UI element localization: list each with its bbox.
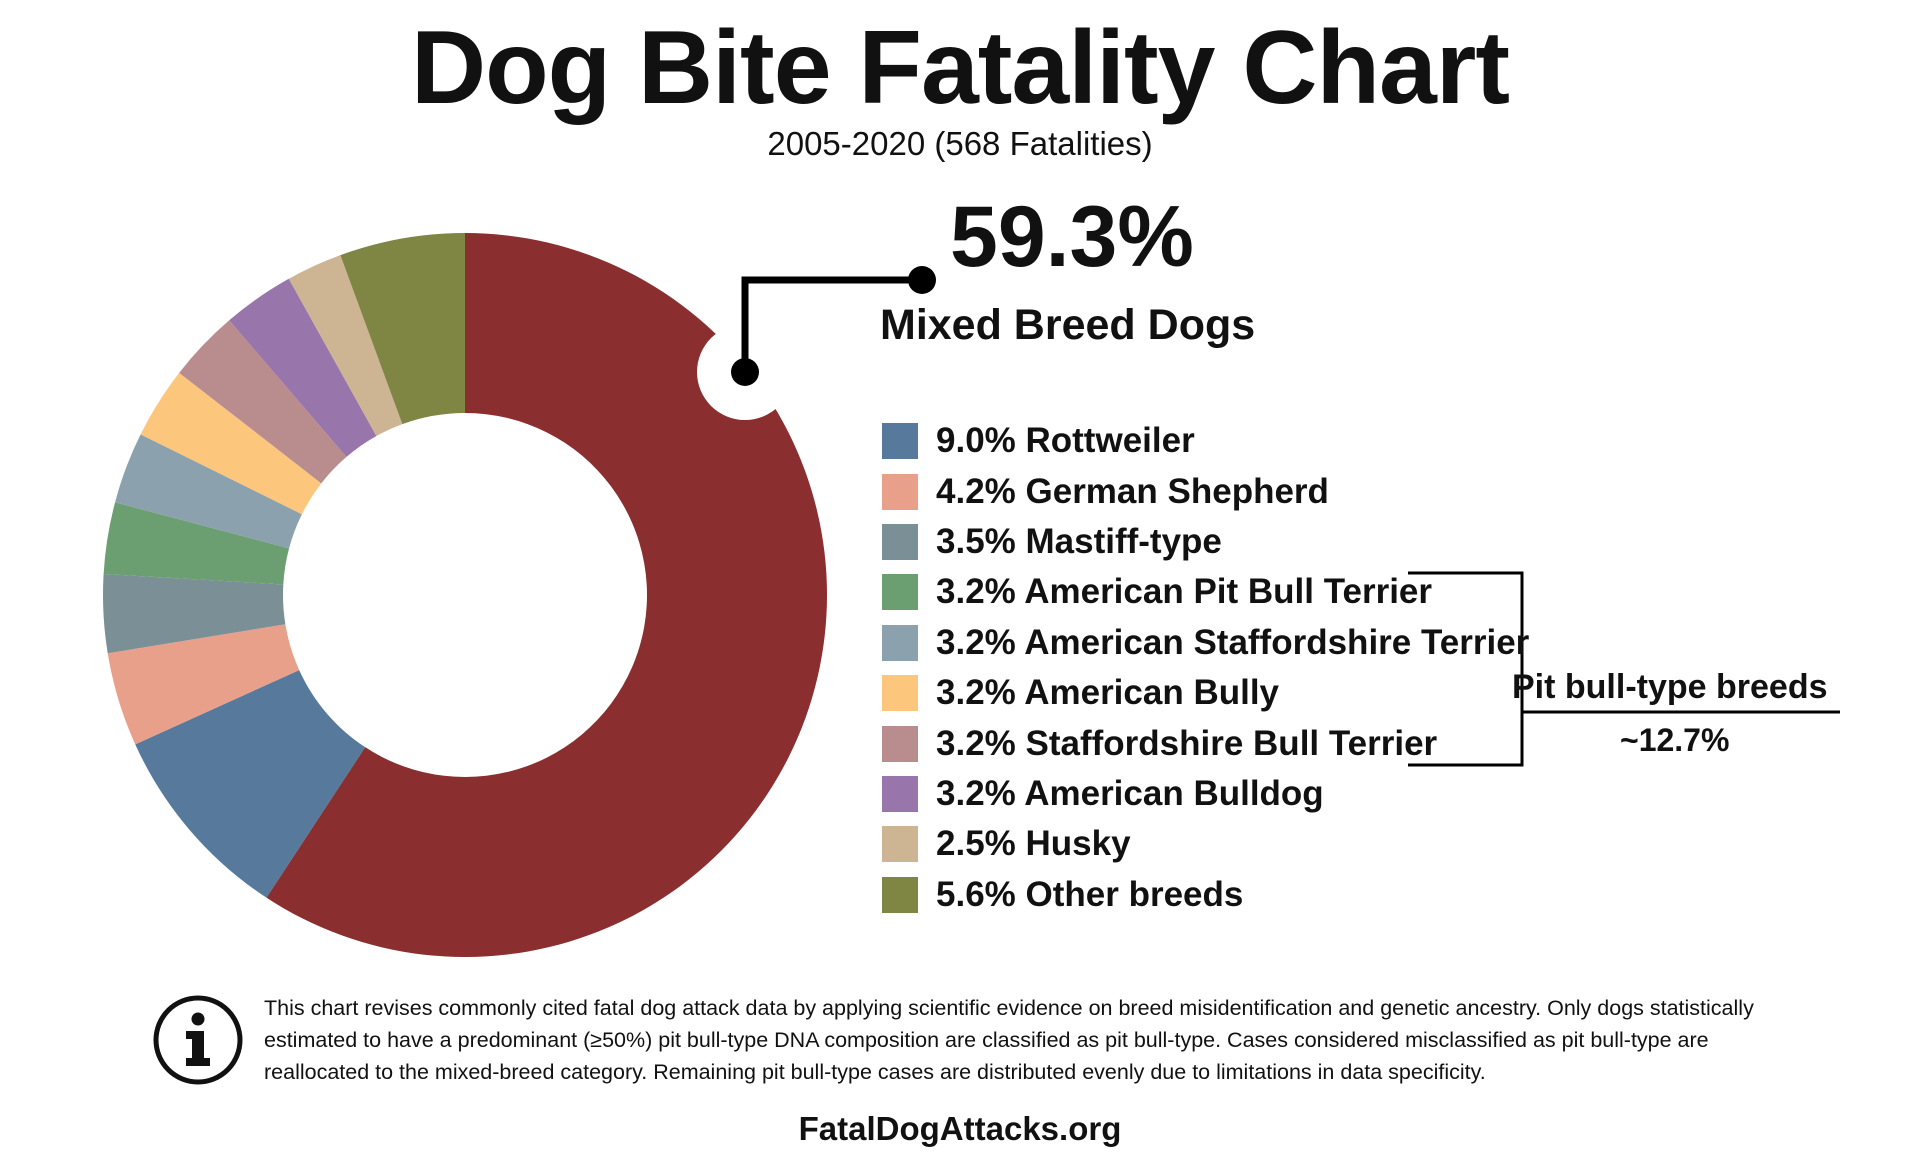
legend-swatch — [882, 523, 918, 560]
legend-item: 3.2% American Pit Bull Terrier — [882, 567, 1529, 617]
legend-label: 3.2% American Staffordshire Terrier — [936, 622, 1530, 662]
legend: 9.0% Rottweiler 4.2% German Shepherd 3.5… — [882, 416, 1529, 920]
legend-item: 3.5% Mastiff-type — [882, 517, 1529, 567]
legend-swatch — [882, 423, 918, 460]
donut-slice-american-bully — [140, 372, 322, 515]
chart-subtitle: 2005-2020 (568 Fatalities) — [767, 125, 1153, 162]
legend-label: 3.2% American Pit Bull Terrier — [936, 572, 1433, 612]
donut-slice-mixed-breed-dogs — [266, 233, 827, 957]
legend-swatch — [882, 775, 918, 812]
legend-label: 3.2% Staffordshire Bull Terrier — [936, 723, 1438, 763]
pitbull-group-label: Pit bull-type breeds — [1512, 668, 1828, 706]
legend-item: 3.2% American Bulldog — [882, 769, 1529, 819]
pitbull-bracket — [1408, 571, 1524, 767]
donut-slice-staffordshire-bull-terrier — [179, 320, 347, 484]
legend-swatch — [882, 876, 918, 913]
legend-item: 2.5% Husky — [882, 819, 1529, 869]
legend-label: 3.5% Mastiff-type — [936, 521, 1222, 561]
legend-label: 9.0% Rottweiler — [936, 421, 1195, 461]
info-icon — [153, 995, 243, 1085]
legend-label: 3.2% American Bulldog — [936, 773, 1324, 813]
donut-slice-german-shepherd — [107, 624, 300, 745]
legend-item: 3.2% American Bully — [882, 668, 1529, 718]
legend-swatch — [882, 826, 918, 863]
callout-line — [741, 276, 922, 372]
source-credit: FatalDogAttacks.org — [798, 1110, 1122, 1147]
methodology-note: This chart revises commonly cited fatal … — [264, 996, 1754, 1084]
legend-item: 3.2% American Staffordshire Terrier — [882, 618, 1529, 668]
donut-chart — [102, 233, 1840, 957]
legend-item: 3.2% Staffordshire Bull Terrier — [882, 718, 1529, 768]
legend-swatch — [882, 624, 918, 661]
donut-slice-mastiff-type — [102, 573, 286, 654]
legend-item: 4.2% German Shepherd — [882, 466, 1529, 516]
chart-title: Dog Bite Fatality Chart — [411, 10, 1510, 126]
donut-slice-american-pit-bull-terrier — [103, 502, 290, 585]
pitbull-group-value: ~12.7% — [1620, 722, 1730, 758]
donut-slice-american-staffordshire-terrier — [115, 434, 302, 549]
highlight-label: Mixed Breed Dogs — [880, 301, 1256, 349]
legend-swatch — [882, 473, 918, 510]
legend-label: 2.5% Husky — [936, 824, 1131, 864]
legend-item: 5.6% Other breeds — [882, 870, 1529, 920]
donut-slices — [102, 233, 827, 957]
highlight-percentage: 59.3% — [950, 189, 1194, 285]
donut-slice-other-breeds — [340, 233, 465, 425]
legend-label: 3.2% American Bully — [936, 673, 1280, 713]
donut-slice-rottweiler — [135, 670, 366, 898]
legend-label: 5.6% Other breeds — [936, 874, 1244, 914]
legend-swatch — [882, 574, 918, 611]
donut-slice-husky — [288, 255, 403, 437]
legend-swatch — [882, 725, 918, 762]
legend-item: 9.0% Rottweiler — [882, 416, 1529, 466]
donut-slice-american-bulldog — [229, 278, 377, 457]
callout-dot-end — [908, 266, 936, 294]
legend-label: 4.2% German Shepherd — [936, 471, 1329, 511]
legend-swatch — [882, 675, 918, 712]
